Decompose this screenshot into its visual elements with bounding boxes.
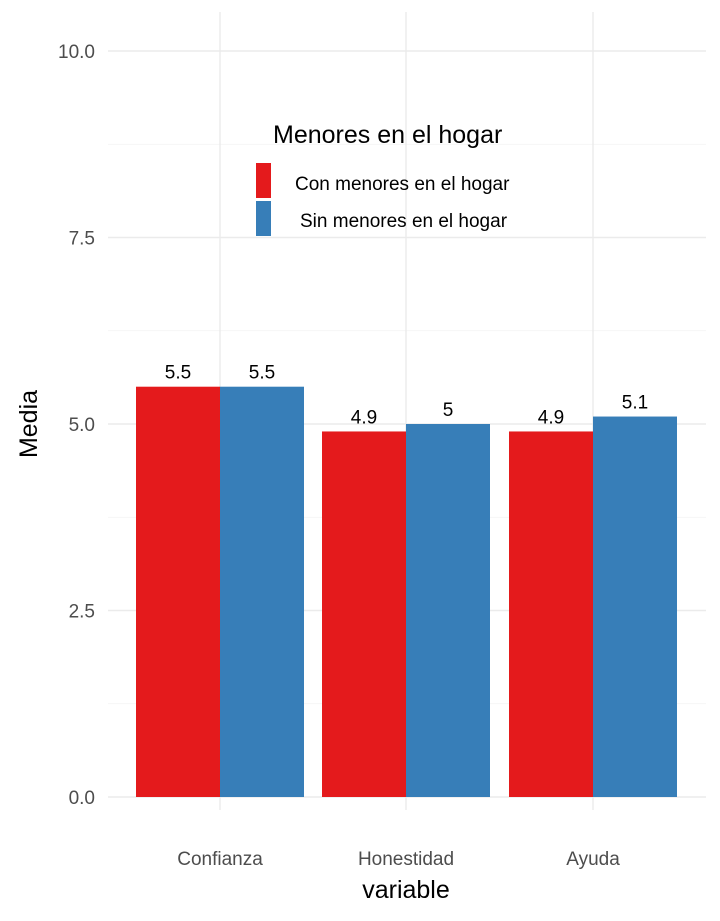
legend-swatch-con-menores [256, 163, 271, 198]
bar [220, 386, 304, 797]
bar-value-label: 5.5 [249, 363, 275, 384]
x-tick-label: Ayuda [566, 849, 620, 870]
bar [322, 431, 406, 797]
x-axis-title: variable [362, 876, 450, 904]
y-tick-label: 7.5 [69, 229, 95, 250]
bar-value-label: 5 [443, 400, 454, 421]
legend-title: Menores en el hogar [273, 121, 502, 149]
y-axis-title: Media [15, 390, 43, 458]
data-labels: 5.5 4.9 4.9 5.5 5 5.1 [165, 363, 648, 429]
bar-value-label: 4.9 [538, 407, 564, 428]
y-axis-ticks: 0.0 2.5 5.0 7.5 10.0 [58, 42, 95, 809]
bar [509, 431, 593, 797]
legend-label-con-menores: Con menores en el hogar [295, 174, 510, 195]
bar-value-label: 5.5 [165, 363, 191, 384]
bar [593, 416, 677, 797]
bars [136, 386, 677, 797]
y-tick-label: 0.0 [69, 788, 95, 809]
bar-value-label: 5.1 [622, 393, 648, 414]
y-tick-label: 10.0 [58, 42, 95, 63]
x-tick-label: Honestidad [358, 849, 454, 870]
legend-swatch-sin-menores [256, 201, 271, 236]
legend: Menores en el hogar Con menores en el ho… [256, 121, 510, 236]
y-tick-label: 5.0 [69, 415, 95, 436]
y-tick-label: 2.5 [69, 602, 95, 623]
bar [136, 386, 220, 797]
bar-value-label: 4.9 [351, 407, 377, 428]
x-axis-ticks: Confianza Honestidad Ayuda [177, 849, 620, 870]
bar [406, 424, 490, 797]
legend-label-sin-menores: Sin menores en el hogar [300, 211, 508, 232]
x-tick-label: Confianza [177, 849, 263, 870]
